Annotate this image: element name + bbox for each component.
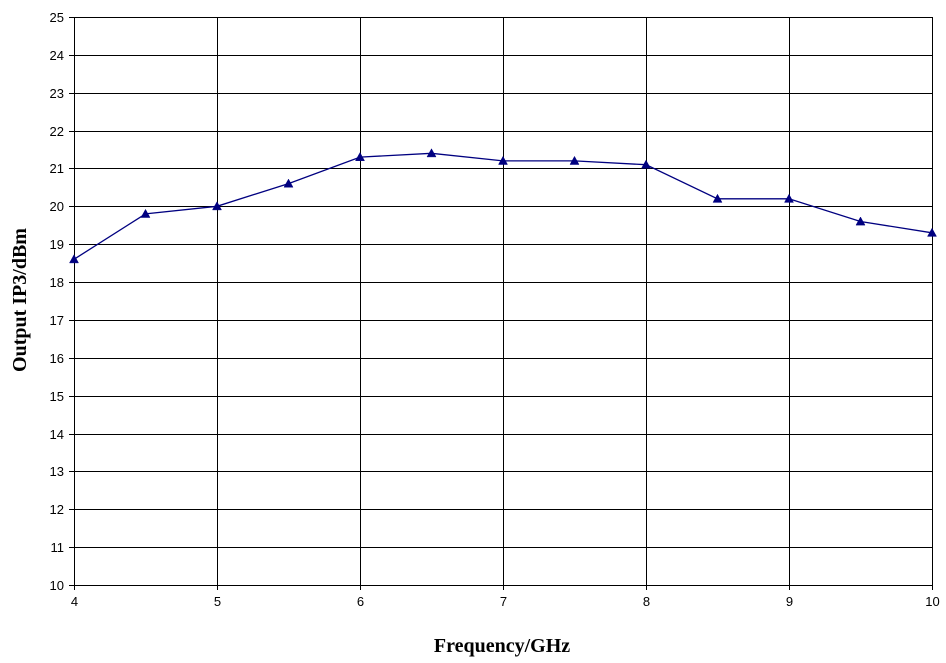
y-tick-label: 15 bbox=[50, 389, 64, 404]
data-point-marker bbox=[927, 227, 937, 237]
y-axis-title: Output IP3/dBm bbox=[9, 228, 31, 372]
data-point-marker bbox=[498, 155, 508, 165]
x-tick-label: 10 bbox=[925, 594, 939, 609]
data-point-marker bbox=[784, 193, 794, 203]
data-point-marker bbox=[569, 155, 580, 165]
data-point-marker bbox=[641, 159, 651, 169]
y-tick-label: 11 bbox=[51, 540, 65, 555]
series bbox=[69, 148, 937, 264]
x-tick-label: 9 bbox=[786, 594, 793, 609]
y-tick-label: 12 bbox=[50, 502, 64, 517]
x-tick-label: 4 bbox=[71, 594, 78, 609]
data-point-marker bbox=[140, 208, 151, 218]
y-tick-label: 19 bbox=[50, 237, 64, 252]
y-tick-label: 16 bbox=[50, 351, 64, 366]
data-point-marker bbox=[283, 178, 294, 188]
y-tick-label: 21 bbox=[50, 161, 64, 176]
x-tick-label: 7 bbox=[500, 594, 507, 609]
y-tick-label: 22 bbox=[50, 124, 64, 139]
y-tick-label: 13 bbox=[50, 464, 64, 479]
y-tick-label: 20 bbox=[50, 199, 64, 214]
data-point-marker bbox=[212, 201, 222, 211]
x-tick-label: 5 bbox=[214, 594, 221, 609]
x-axis-title: Frequency/GHz bbox=[434, 635, 570, 657]
y-tick-label: 14 bbox=[50, 427, 64, 442]
axes bbox=[69, 17, 933, 590]
gridlines bbox=[74, 17, 933, 586]
y-tick-label: 17 bbox=[50, 313, 64, 328]
data-point-marker bbox=[712, 193, 723, 203]
data-point-marker bbox=[855, 216, 866, 226]
y-tick-label: 25 bbox=[50, 10, 64, 25]
y-tick-label: 18 bbox=[50, 275, 64, 290]
y-tick-label: 24 bbox=[50, 48, 64, 63]
data-point-marker bbox=[426, 148, 437, 158]
x-tick-label: 6 bbox=[357, 594, 364, 609]
tick-labels: 10 11 12 13 14 15 16 17 18 19 20 21 22 23 24 25 4 5 6 7 8 9 10 bbox=[50, 10, 940, 609]
y-tick-label: 23 bbox=[50, 86, 64, 101]
x-tick-label: 8 bbox=[643, 594, 650, 609]
y-tick-label: 10 bbox=[50, 578, 64, 593]
data-point-marker bbox=[69, 254, 79, 264]
data-point-marker bbox=[355, 152, 365, 161]
